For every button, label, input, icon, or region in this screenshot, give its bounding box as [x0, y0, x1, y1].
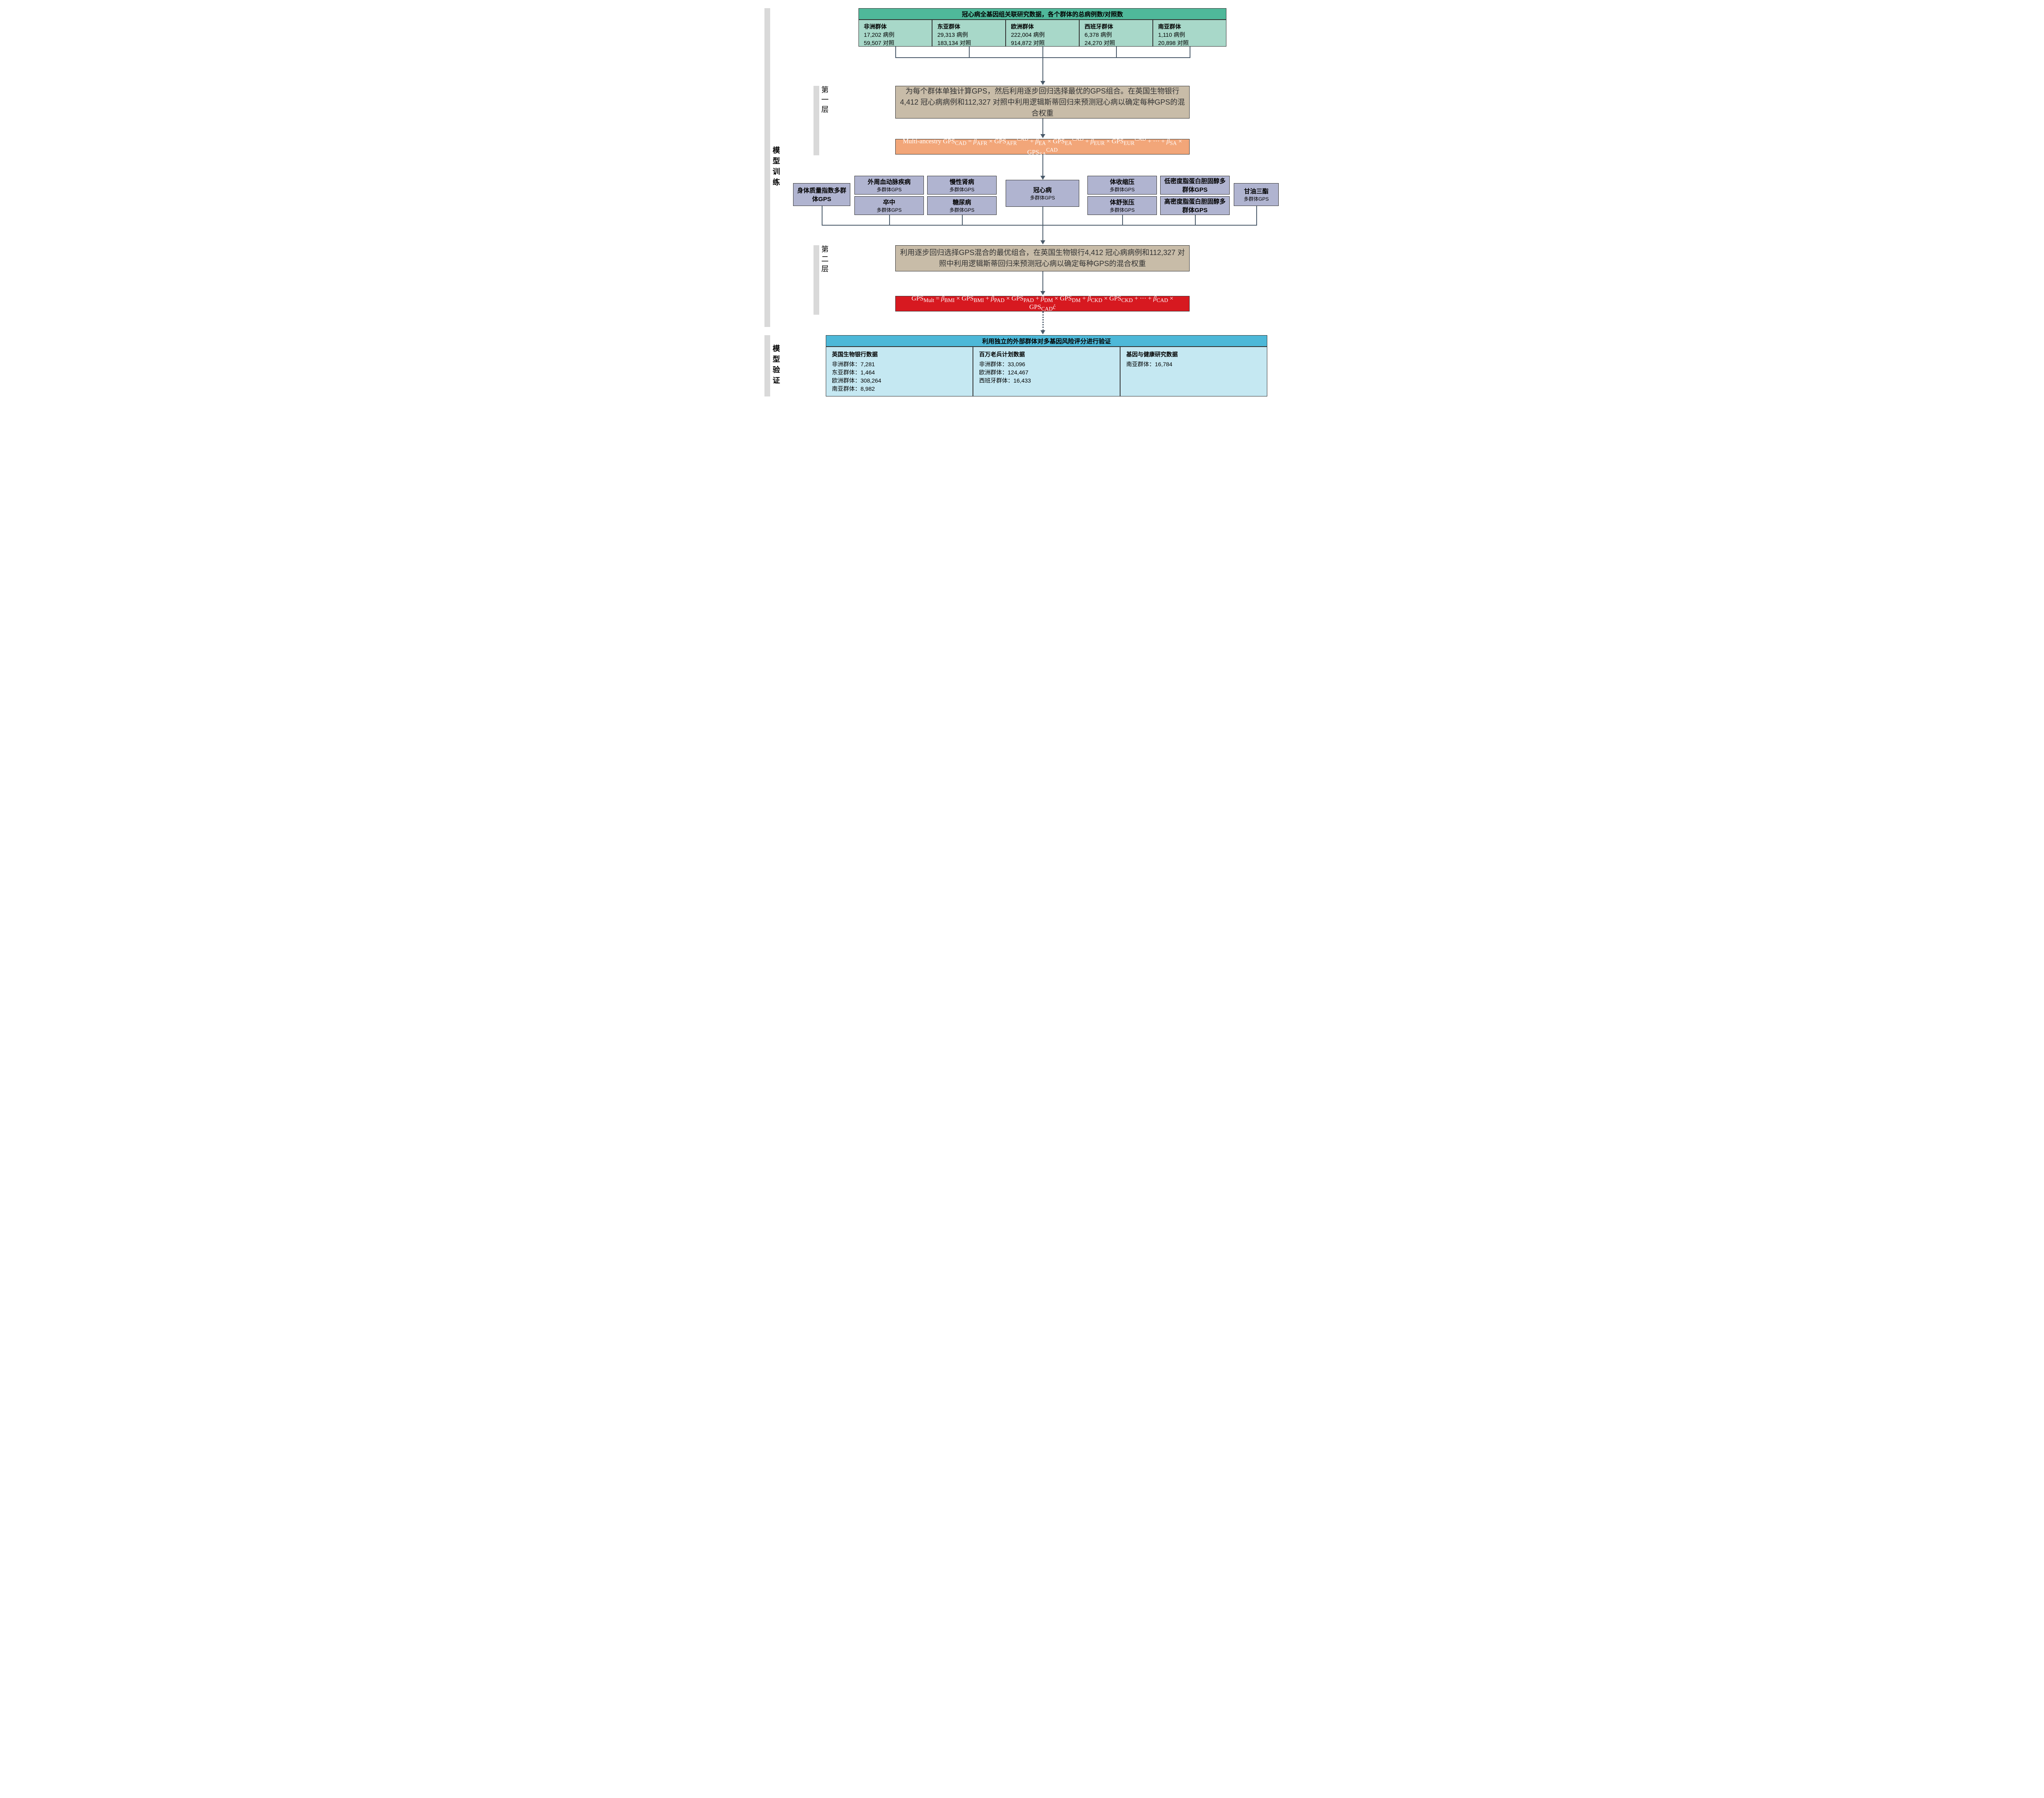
- layer2-formula-text: GPSMult = βBMI × GPSBMI + βPAD × GPSPAD …: [898, 295, 1187, 312]
- gps-bmi: 身体质量指数多群体GPS: [793, 183, 850, 206]
- gps-pad-t: 外周血动脉疾病: [867, 177, 910, 186]
- training-sidebar: [764, 8, 770, 327]
- cv-r1: [1122, 215, 1123, 226]
- gps-tg-t: 甘油三酯: [1244, 187, 1269, 195]
- conn-v-main4: [1042, 225, 1043, 241]
- validation-sidebar: [764, 335, 770, 396]
- gps-dbp-s: 多群体GPS: [1109, 206, 1134, 213]
- gps-dm: 糖尿病 多群体GPS: [927, 196, 997, 215]
- gps-stroke-t: 卒中: [883, 198, 895, 206]
- gps-tg: 甘油三酯 多群体GPS: [1234, 183, 1279, 206]
- gps-dm-t: 糖尿病: [953, 198, 971, 206]
- cv-l2: [962, 215, 963, 226]
- gwas-pop-2: 欧洲群体222,004 病例914,872 对照: [1006, 20, 1079, 47]
- gwas-pop-1: 东亚群体29,313 病例183,134 对照: [932, 20, 1006, 47]
- validation-dataset-1: 百万老兵计划数据非洲群体：33,096欧洲群体：124,467西班牙群体：16,…: [973, 347, 1120, 396]
- arrow-1: [1040, 81, 1045, 85]
- gps-pad-s: 多群体GPS: [876, 186, 901, 193]
- layer1-desc-text: 为每个群体单独计算GPS，然后利用逐步回归选择最优的GPS组合。在英国生物银行4…: [898, 86, 1187, 119]
- arrow-4: [1040, 240, 1045, 244]
- gps-tg-s: 多群体GPS: [1244, 195, 1269, 202]
- layer1-label: 第一层: [822, 86, 830, 155]
- gwas-header: 冠心病全基因组关联研究数据，各个群体的总病例数/对照数: [858, 8, 1226, 20]
- gps-ldl-t: 低密度脂蛋白胆固醇多群体GPS: [1163, 177, 1227, 194]
- gps-stroke: 卒中 多群体GPS: [854, 196, 924, 215]
- connector-v-c2: [969, 47, 970, 58]
- gps-sbp-t: 体收缩压: [1110, 177, 1134, 186]
- conn-h2: [822, 225, 1256, 226]
- layer2-desc-text: 利用逐步回归选择GPS混合的最优组合，在英国生物银行4,412 冠心病病例和11…: [898, 247, 1187, 269]
- gps-ldl: 低密度脂蛋白胆固醇多群体GPS: [1160, 176, 1230, 195]
- cv-bmi: [822, 206, 823, 226]
- layer1-formula: Multi-ancestry GPSCAD = βAFR × GPSAFRCAD…: [895, 139, 1190, 154]
- gps-sbp: 体收缩压 多群体GPS: [1087, 176, 1157, 195]
- cv-l1: [889, 215, 890, 226]
- gps-dm-s: 多群体GPS: [949, 206, 974, 213]
- layer2-bar: [814, 245, 819, 315]
- gps-stroke-s: 多群体GPS: [876, 206, 901, 213]
- cv-r2: [1195, 215, 1196, 226]
- gps-hdl-t: 高密度脂蛋白胆固醇多群体GPS: [1163, 197, 1227, 214]
- gps-cad-t: 冠心病: [1033, 186, 1051, 194]
- connector-v-c3: [1042, 47, 1043, 58]
- gwas-pop-3: 西班牙群体6,378 病例24,270 对照: [1079, 20, 1153, 47]
- arrow-5: [1040, 291, 1045, 295]
- arrow-6: [1040, 330, 1045, 334]
- gwas-pop-4: 南亚群体1,110 病例20,898 对照: [1153, 20, 1226, 47]
- conn-v-main5: [1042, 271, 1043, 292]
- layer2-desc: 利用逐步回归选择GPS混合的最优组合，在英国生物银行4,412 冠心病病例和11…: [895, 245, 1190, 271]
- validation-header-text: 利用独立的外部群体对多基因风险评分进行验证: [982, 337, 1111, 345]
- gps-ckd-s: 多群体GPS: [949, 186, 974, 193]
- layer1-bar: [814, 86, 819, 155]
- gps-cad: 冠心病 多群体GPS: [1006, 180, 1079, 207]
- cv-c: [1042, 207, 1043, 226]
- gps-cad-s: 多群体GPS: [1030, 194, 1055, 201]
- gps-bmi-text: 身体质量指数多群体GPS: [796, 186, 847, 203]
- validation-dataset-2: 基因与健康研究数据南亚群体：16,784: [1120, 347, 1267, 396]
- gps-dbp: 体舒张压 多群体GPS: [1087, 196, 1157, 215]
- gps-dbp-t: 体舒张压: [1110, 198, 1134, 206]
- validation-dataset-0: 英国生物银行数据非洲群体：7,281东亚群体：1,464欧洲群体：308,264…: [826, 347, 973, 396]
- gps-ckd-t: 慢性肾病: [950, 177, 974, 186]
- connector-v-c1: [895, 47, 896, 58]
- gps-pad: 外周血动脉疾病 多群体GPS: [854, 176, 924, 195]
- validation-label: 模型验证: [772, 335, 780, 396]
- connector-v-main3: [1042, 154, 1043, 177]
- connector-v-main2: [1042, 119, 1043, 135]
- training-label: 模型训练: [772, 8, 780, 327]
- connector-v-c4: [1116, 47, 1117, 58]
- gps-ckd: 慢性肾病 多群体GPS: [927, 176, 997, 195]
- layer1-desc: 为每个群体单独计算GPS，然后利用逐步回归选择最优的GPS组合。在英国生物银行4…: [895, 86, 1190, 119]
- validation-header: 利用独立的外部群体对多基因风险评分进行验证: [826, 335, 1267, 347]
- connector-v-main1: [1042, 57, 1043, 82]
- gps-hdl: 高密度脂蛋白胆固醇多群体GPS: [1160, 196, 1230, 215]
- cv-tg: [1256, 206, 1257, 226]
- layer2-formula: GPSMult = βBMI × GPSBMI + βPAD × GPSPAD …: [895, 296, 1190, 311]
- gwas-pop-0: 非洲群体17,202 病例59,507 对照: [858, 20, 932, 47]
- layer2-label: 第二层: [822, 245, 830, 315]
- arrow-3: [1040, 176, 1045, 180]
- gwas-header-text: 冠心病全基因组关联研究数据，各个群体的总病例数/对照数: [962, 10, 1123, 18]
- gps-sbp-s: 多群体GPS: [1109, 186, 1134, 193]
- dotted-connector: [1042, 311, 1044, 331]
